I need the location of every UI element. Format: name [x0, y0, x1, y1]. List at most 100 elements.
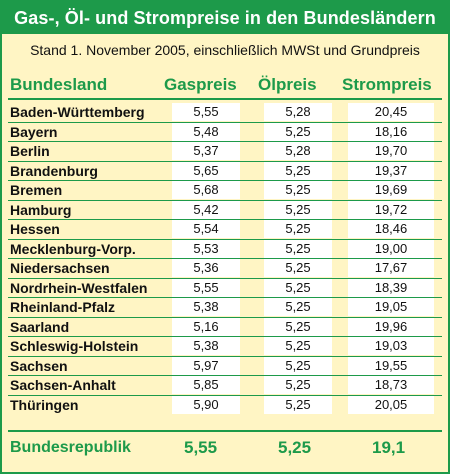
row-oelpreis: 5,25 [264, 122, 332, 141]
row-bundesland: Saarland [10, 318, 70, 335]
row-divider [8, 375, 442, 376]
row-strompreis: 18,73 [348, 376, 434, 394]
row-gaspreis: 5,90 [172, 395, 240, 414]
row-strompreis: 19,69 [348, 181, 434, 199]
row-strompreis: 17,67 [348, 259, 434, 277]
table-row: Rheinland-Pfalz 5,38 5,25 19,05 [2, 297, 448, 317]
row-oelpreis: 5,25 [264, 317, 332, 336]
row-gaspreis: 5,53 [172, 239, 240, 258]
row-oelpreis: 5,28 [264, 142, 332, 160]
table-row: Schleswig-Holstein 5,38 5,25 19,03 [2, 336, 448, 356]
row-bundesland: Hessen [10, 221, 60, 237]
header-divider [8, 98, 442, 100]
row-bundesland: Schleswig-Holstein [10, 338, 139, 354]
row-strompreis: 20,05 [348, 395, 434, 414]
row-bundesland: Niedersachsen [10, 260, 110, 276]
row-oelpreis: 5,25 [264, 356, 332, 375]
row-oelpreis: 5,25 [264, 239, 332, 258]
row-gaspreis: 5,38 [172, 298, 240, 316]
row-oelpreis: 5,25 [264, 395, 332, 414]
row-bundesland: Sachsen [10, 357, 68, 374]
row-bundesland: Berlin [10, 143, 50, 159]
total-label: Bundesrepublik [10, 439, 131, 456]
row-divider [8, 141, 442, 142]
row-divider [8, 316, 442, 318]
table-row: Bremen 5,68 5,25 19,69 [2, 180, 448, 200]
row-gaspreis: 5,85 [172, 376, 240, 394]
table-row: Brandenburg 5,65 5,25 19,37 [2, 161, 448, 181]
row-strompreis: 20,45 [348, 103, 434, 121]
row-gaspreis: 5,42 [172, 200, 240, 219]
row-strompreis: 19,72 [348, 200, 434, 219]
table-row: Berlin 5,37 5,28 19,70 [2, 141, 448, 161]
row-divider [8, 121, 442, 123]
subtitle: Stand 1. November 2005, einschließlich M… [30, 42, 420, 58]
row-gaspreis: 5,55 [172, 103, 240, 121]
row-strompreis: 18,46 [348, 220, 434, 238]
row-gaspreis: 5,55 [172, 278, 240, 297]
row-oelpreis: 5,25 [264, 200, 332, 219]
row-bundesland: Baden-Württemberg [10, 104, 145, 120]
table-row: Saarland 5,16 5,25 19,96 [2, 317, 448, 337]
row-divider [8, 238, 442, 240]
row-strompreis: 18,16 [348, 122, 434, 141]
table-row: Sachsen 5,97 5,25 19,55 [2, 356, 448, 376]
table-row: Thüringen 5,90 5,25 20,05 [2, 395, 448, 415]
table-row: Sachsen-Anhalt 5,85 5,25 18,73 [2, 375, 448, 395]
row-divider [8, 219, 442, 220]
row-oelpreis: 5,25 [264, 278, 332, 297]
row-oelpreis: 5,25 [264, 298, 332, 316]
table-row: Bayern 5,48 5,25 18,16 [2, 122, 448, 142]
row-gaspreis: 5,48 [172, 122, 240, 141]
header-strompreis: Strompreis [342, 75, 432, 94]
table-row: Niedersachsen 5,36 5,25 17,67 [2, 258, 448, 278]
total-gaspreis: 5,55 [184, 438, 218, 457]
row-oelpreis: 5,25 [264, 220, 332, 238]
row-bundesland: Sachsen-Anhalt [10, 377, 116, 393]
row-gaspreis: 5,36 [172, 259, 240, 277]
row-divider [8, 355, 442, 357]
row-gaspreis: 5,38 [172, 337, 240, 355]
row-strompreis: 19,05 [348, 298, 434, 316]
row-strompreis: 19,70 [348, 142, 434, 160]
header-bundesland: Bundesland [10, 75, 108, 94]
row-strompreis: 19,00 [348, 239, 434, 258]
row-oelpreis: 5,28 [264, 103, 332, 121]
total-divider [8, 430, 442, 432]
row-gaspreis: 5,54 [172, 220, 240, 238]
row-oelpreis: 5,25 [264, 337, 332, 355]
row-divider [8, 336, 442, 337]
row-divider [8, 199, 442, 201]
row-strompreis: 19,55 [348, 356, 434, 375]
row-strompreis: 19,03 [348, 337, 434, 355]
row-bundesland: Brandenburg [10, 162, 98, 179]
total-strompreis: 19,1 [372, 438, 406, 457]
table-row: Hamburg 5,42 5,25 19,72 [2, 200, 448, 220]
page-title: Gas-, Öl- und Strompreise in den Bundesl… [14, 8, 436, 28]
row-bundesland: Bremen [10, 182, 63, 198]
table-row: Baden-Württemberg 5,55 5,28 20,45 [2, 102, 448, 122]
row-gaspreis: 5,97 [172, 356, 240, 375]
table-row: Hessen 5,54 5,25 18,46 [2, 219, 448, 239]
row-divider [8, 160, 442, 162]
header-oelpreis: Ölpreis [258, 75, 317, 94]
row-bundesland: Mecklenburg-Vorp. [10, 240, 136, 257]
row-bundesland: Thüringen [10, 396, 79, 413]
row-strompreis: 19,37 [348, 161, 434, 180]
row-strompreis: 19,96 [348, 317, 434, 336]
row-gaspreis: 5,65 [172, 161, 240, 180]
row-gaspreis: 5,16 [172, 317, 240, 336]
row-divider [8, 277, 442, 279]
row-oelpreis: 5,25 [264, 376, 332, 394]
row-gaspreis: 5,37 [172, 142, 240, 160]
table-row: Mecklenburg-Vorp. 5,53 5,25 19,00 [2, 239, 448, 259]
row-oelpreis: 5,25 [264, 259, 332, 277]
row-bundesland: Nordrhein-Westfalen [10, 279, 148, 296]
row-divider [8, 258, 442, 259]
row-bundesland: Bayern [10, 123, 58, 140]
row-oelpreis: 5,25 [264, 161, 332, 180]
row-divider [8, 394, 442, 396]
row-divider [8, 297, 442, 298]
title-bar [2, 2, 448, 34]
